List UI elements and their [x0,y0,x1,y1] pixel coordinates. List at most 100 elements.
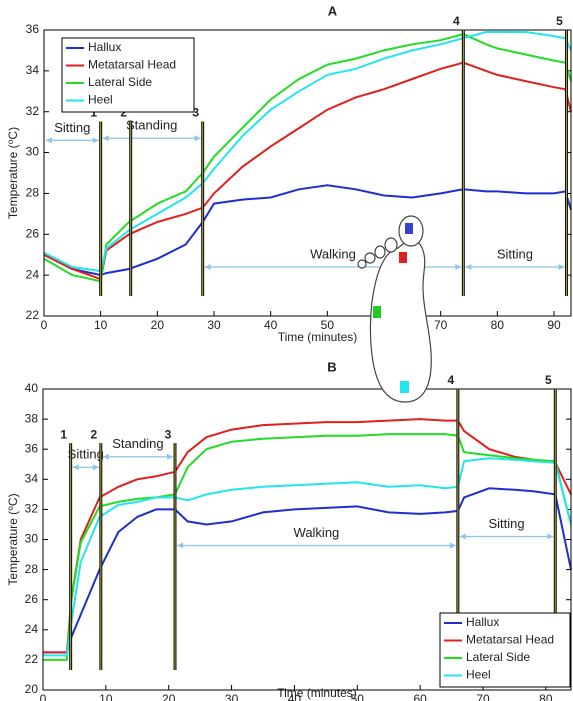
phase-label: Standing [112,436,163,451]
arrow-head [102,453,109,460]
x-tick-label: 60 [413,692,427,701]
y-tick-label: 24 [25,622,39,636]
legend-label: Hallux [88,40,121,54]
phase-label: Standing [126,118,177,133]
y-tick-label: 36 [25,441,39,455]
phase-label: Walking [294,525,340,540]
legend-label: Heel [88,93,113,107]
event-label: 1 [90,106,97,120]
arrow-head [449,542,456,549]
legend-label: Metatarsal Head [466,633,554,647]
data-line [43,33,572,283]
y-axis-label: Temperature (⁰C) [6,127,20,219]
chart-title: B [327,359,336,374]
arrow-head [455,263,462,270]
arrow-head [558,263,565,270]
y-tick-label: 20 [25,682,39,696]
data-line [43,31,572,273]
legend-label: Heel [466,668,491,682]
y-tick-label: 22 [25,652,39,666]
phase-label: Sitting [497,246,533,261]
legend-label: Metatarsal Head [88,58,176,72]
y-tick-label: 40 [25,381,39,395]
x-tick-label: 30 [225,692,239,701]
x-tick-label: 70 [434,318,448,332]
arrow-head [177,542,183,549]
foot-outline [369,239,432,403]
toe [357,259,367,269]
x-tick-label: 80 [539,692,553,701]
y-tick-label: 22 [26,308,40,322]
x-tick-label: 70 [476,692,490,701]
x-tick-label: 20 [162,692,176,701]
phase-label: Sitting [489,516,525,531]
sensor-marker [399,252,407,263]
x-tick-label: 40 [264,318,278,332]
y-tick-label: 26 [26,226,40,240]
x-tick-label: 90 [547,318,561,332]
event-label: 1 [60,427,67,441]
event-label: 5 [556,14,563,28]
arrow-head [92,137,99,144]
x-axis-label: Time (minutes) [278,330,358,344]
y-tick-label: 32 [26,104,40,118]
y-tick-label: 34 [26,63,40,77]
phase-label: Sitting [54,120,90,135]
arrow-head [72,464,79,471]
x-tick-label: 0 [41,318,48,332]
chart-title: A [328,3,338,18]
arrow-head [194,135,201,142]
y-tick-label: 36 [26,22,40,36]
y-axis-label: Temperature (⁰C) [6,493,20,585]
event-label: 4 [448,373,455,387]
arrow-head [46,137,52,144]
x-tick-label: 20 [151,318,165,332]
sensor-marker [405,223,413,234]
y-tick-label: 26 [25,592,39,606]
y-tick-label: 30 [26,145,40,159]
legend-label: Lateral Side [466,650,530,664]
arrow-head [547,533,554,540]
arrow-head [102,135,109,142]
foot-illustration [357,215,432,403]
toe [374,245,386,259]
arrow-head [459,533,466,540]
sensor-marker [400,381,409,393]
event-label: 3 [192,106,199,120]
x-tick-label: 80 [491,318,505,332]
x-tick-label: 30 [207,318,221,332]
event-label: 2 [90,427,97,441]
y-tick-label: 30 [25,532,39,546]
x-tick-label: 0 [40,692,47,701]
y-tick-label: 24 [26,267,40,281]
x-tick-label: 10 [99,692,113,701]
phase-label: Sitting [68,447,104,462]
data-line [43,61,572,281]
legend-label: Lateral Side [88,75,152,89]
sensor-marker [373,306,381,318]
event-label: 2 [120,106,127,120]
x-tick-label: 40 [288,692,302,701]
data-line [43,457,572,657]
data-line [43,184,572,277]
toe [384,237,398,253]
y-tick-label: 32 [25,502,39,516]
y-tick-label: 38 [25,411,39,425]
y-tick-label: 34 [25,471,39,485]
event-label: 5 [545,373,552,387]
y-tick-label: 28 [26,186,40,200]
arrow-head [167,453,173,460]
event-label: 4 [453,14,460,28]
arrow-head [92,464,99,471]
plot-frame [42,388,572,691]
data-line [43,433,572,661]
data-line [43,418,572,654]
data-line [43,487,572,654]
phase-label: Walking [310,246,356,261]
x-tick-label: 10 [94,318,108,332]
x-tick-label: 50 [351,692,365,701]
